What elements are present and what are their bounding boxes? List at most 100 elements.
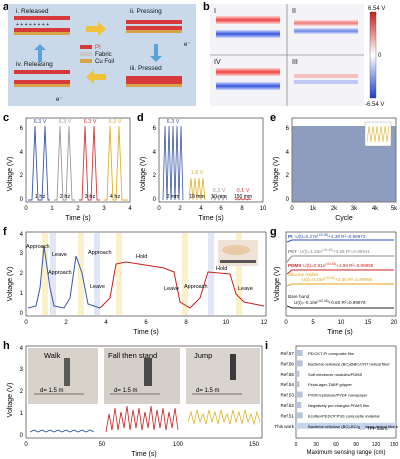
i-ref-0: Ref.57 [280, 351, 294, 356]
g-eq-silicone: U(t)=0.15e [302, 277, 324, 282]
d-peak-1: 6.3 V [167, 119, 180, 125]
colorbar-max: 6.54 V [368, 6, 385, 12]
g-curve-bare-hand [286, 305, 394, 309]
d-series-150mm [234, 198, 252, 201]
colorbar-zero: 0 [378, 53, 382, 59]
c-peak-2: 6.3 V [59, 119, 72, 125]
i-xtick-30: 30 [313, 442, 319, 448]
g-xtick-0: 0 [284, 320, 288, 326]
electron-label-top: e⁻ [184, 42, 191, 48]
g-eq-bare-hand: U(t)=-0.10e [294, 300, 318, 305]
f-xlabel: Time (s) [133, 329, 158, 336]
i-ref-2: Ref.55 [280, 372, 294, 377]
g-eq-pet: U(t)=1.28e [300, 249, 322, 254]
f-annot-leave-1: Leave [52, 252, 67, 258]
step-1-label: i. Released [16, 8, 49, 15]
f-annot-leave-4: Leave [238, 286, 253, 292]
d-ylabel: Voltage (V) [140, 157, 147, 192]
c-ylabel: Voltage (V) [7, 157, 14, 192]
d-ytick-2: 2 [153, 173, 157, 179]
h-trace-fall [105, 405, 179, 433]
i-desc-4: PVDF/cellulose/PVDF nanopaper [308, 393, 368, 398]
h-photo-fall [104, 348, 180, 404]
d-series-50mm [210, 195, 228, 201]
c-xtick-0: 0 [24, 206, 28, 212]
f-ytick-1: 1 [20, 291, 24, 297]
i-desc-2: Soft electronic modules/PDMS [308, 372, 363, 377]
f-annot-hold-2: Hold [216, 266, 227, 272]
f-xtick-2: 2 [64, 320, 68, 326]
c-freq-1: 1 hz [35, 194, 46, 200]
d-gap-label-1: 2 mm [167, 194, 180, 200]
panel-letter-a: a [3, 1, 10, 13]
d-peak-2: 1.8 V [191, 170, 204, 176]
f-annot-approach-2: Approach [48, 270, 72, 276]
c-freq-2: 2 hz [60, 194, 71, 200]
c-series-3hz [79, 125, 100, 201]
g-curve-pi [286, 239, 394, 243]
g-xtick-5: 5 [311, 320, 315, 326]
f-annot-approach-4: Approach [184, 284, 208, 290]
panel-g-chart: Voltage (V) PI U(t)=0.27e(-t/0.46)+4.38 R… [274, 231, 398, 336]
g-ylabel: Voltage (V) [274, 267, 281, 302]
i-desc-6: Ecoflex/PEDOT:PSS composite material [308, 413, 379, 418]
f-xtick-12: 12 [261, 320, 268, 326]
i-bar-1 [296, 360, 303, 367]
h-xtick-50: 50 [99, 442, 106, 448]
panel-i-chart: Ref.57 PE/CKT-PI composite film Ref.56 Bact… [274, 345, 398, 456]
g-name-pdms: PDMS [288, 263, 301, 268]
d-peak-4: 0.1 V [237, 188, 250, 194]
c-freq-4: 4 hz [110, 194, 121, 200]
i-desc-0: PE/CKT-PI composite film [308, 351, 355, 356]
i-ref-7: This work [274, 424, 294, 429]
c-ytick-4: 4 [20, 150, 24, 156]
i-ref-4: Ref.53 [280, 393, 294, 398]
h-xlabel: Time (s) [131, 451, 156, 458]
g-curve-silicone [286, 283, 394, 287]
e-ylabel: Voltage (V) [273, 157, 280, 192]
d-peak-3: 0.3 V [213, 188, 226, 194]
e-xtick-5k: 5k [391, 206, 398, 212]
h-photo-jump [186, 348, 260, 404]
i-ref-1: Ref.56 [280, 361, 294, 366]
f-ytick-4: 4 [20, 232, 24, 238]
h-scene-fall: Fall then stand [108, 351, 157, 360]
c-peak-4: 6.3 V [109, 119, 122, 125]
g-tail-pet: +3.66 R²=0.99941 [333, 249, 370, 254]
e-xtick-4k: 4k [372, 206, 379, 212]
g-exp-pet: (-t/0.46) [322, 248, 333, 252]
svg-text:PIU(t)=0.27e(-t/0.46)+4.38 R²: PI U(t)=0.27e(-t/0.46)+4.38 R²=0.99973 [288, 233, 366, 239]
h-trace-jump [187, 409, 261, 426]
d-series-2mm [162, 125, 184, 201]
h-ytick-4: 4 [20, 346, 24, 352]
g-exp-silicone: (-t/0.46) [324, 276, 335, 280]
f-xtick-10: 10 [223, 320, 230, 326]
d-ytick-6: 6 [153, 126, 157, 132]
i-bar-4 [296, 391, 303, 398]
legend-pi: PI [95, 45, 101, 51]
step-4-label: iv. Releasing [16, 61, 53, 68]
d-xtick-6: 6 [219, 206, 223, 212]
i-desc-7: Bacterial cellulose (BC)-BC/graphene hel… [308, 424, 398, 429]
panel-e-chart: Voltage (V) 0 2 4 6 0 1k 2k 3k 4k 5k Cyc… [273, 117, 398, 222]
g-tail-pdms: +2.99 R²=0.99965 [336, 263, 373, 268]
c-xtick-1: 1 [50, 206, 54, 212]
h-trace-walk [29, 429, 95, 433]
f-annot-leave-3: Leave [164, 286, 179, 292]
i-xtick-120: 120 [372, 442, 381, 448]
e-ytick-4: 4 [286, 150, 290, 156]
c-ytick-2: 2 [20, 173, 24, 179]
g-xlabel: Time (s) [327, 329, 352, 336]
e-ytick-0: 0 [286, 197, 290, 203]
e-xtick-2k: 2k [331, 206, 338, 212]
f-annot-hold-1: Hold [136, 254, 147, 260]
g-curve-pdms [286, 269, 394, 275]
panel-c-chart: Voltage (V) 0 2 4 6 0 1 2 3 4 Time (s) 6… [7, 117, 132, 222]
c-xlabel: Time (s) [65, 215, 90, 222]
f-xtick-8: 8 [184, 320, 188, 326]
g-xtick-15: 15 [365, 320, 372, 326]
f-annot-approach-1: Approach [26, 244, 50, 250]
svg-text:U(t)=-0.10e(-t/0.46)+0.60 R²=: U(t)=-0.10e(-t/0.46)+0.60 R²=0.99976 [294, 299, 366, 305]
